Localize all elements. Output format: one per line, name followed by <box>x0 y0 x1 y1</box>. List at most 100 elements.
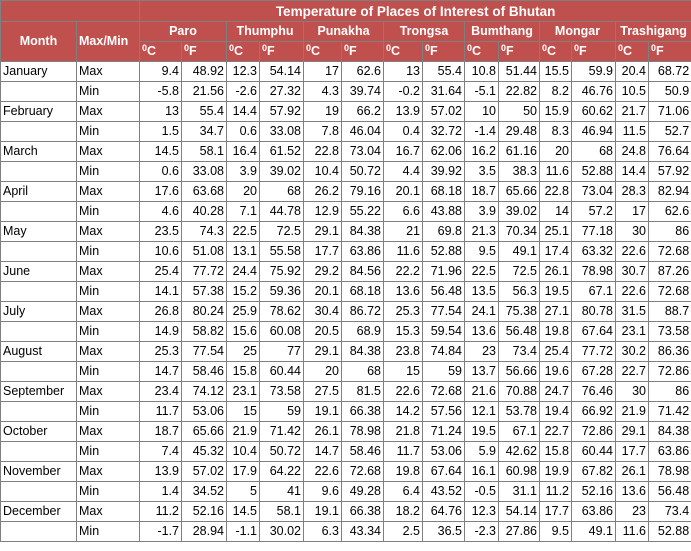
fahrenheit-value-cell: 22.82 <box>498 81 540 102</box>
unit-letter: C <box>623 44 633 58</box>
month-cell <box>0 121 77 142</box>
celsius-value-cell: 23 <box>615 501 649 522</box>
fahrenheit-value-cell: 21.56 <box>181 81 227 102</box>
unit-letter: F <box>349 44 357 58</box>
table-row: Min 14.9 58.82 15.6 60.08 20.5 68.9 15.3 59.54 13… <box>0 321 691 342</box>
fahrenheit-value-cell: 86 <box>647 221 691 242</box>
unit-letter: F <box>189 44 197 58</box>
maxmin-cell: Max <box>76 461 140 482</box>
degree-mark: 0 <box>142 43 148 53</box>
celsius-value-cell: 4.6 <box>139 201 182 222</box>
celsius-value-cell: -5.8 <box>139 81 182 102</box>
celsius-value-cell: 12.3 <box>226 61 260 82</box>
celsius-value-cell: 30.7 <box>615 261 649 282</box>
unit-letter: C <box>547 44 557 58</box>
celsius-value-cell: 24.1 <box>464 301 499 322</box>
fahrenheit-value-cell: 45.32 <box>181 441 227 462</box>
celsius-value-cell: 22.7 <box>539 421 572 442</box>
fahrenheit-value-cell: 72.5 <box>498 261 540 282</box>
celsius-value-cell: 3.9 <box>464 201 499 222</box>
fahrenheit-value-cell: 70.88 <box>498 381 540 402</box>
celsius-value-cell: 15 <box>383 361 423 382</box>
celsius-value-cell: 22.2 <box>383 261 423 282</box>
celsius-value-cell: 9.4 <box>139 61 182 82</box>
celsius-value-cell: 23.8 <box>383 341 423 362</box>
fahrenheit-value-cell: 73.58 <box>647 321 691 342</box>
celsius-value-cell: 18.7 <box>464 181 499 202</box>
maxmin-cell: Min <box>76 121 140 142</box>
fahrenheit-value-cell: 80.78 <box>571 301 616 322</box>
celsius-value-cell: 16.4 <box>226 141 260 162</box>
celsius-value-cell: 16.1 <box>464 461 499 482</box>
celsius-value-cell: 21.9 <box>226 421 260 442</box>
celsius-value-cell: 26.1 <box>615 461 649 482</box>
table-row: Min 4.6 40.28 7.1 44.78 12.9 55.22 6.6 43.88 3.9 3… <box>0 201 691 222</box>
maxmin-cell: Min <box>76 321 140 342</box>
fahrenheit-value-cell: 88.7 <box>647 301 691 322</box>
celsius-value-cell: 13.6 <box>383 281 423 302</box>
celsius-value-cell: 10.8 <box>464 61 499 82</box>
degree-mark: 0 <box>229 43 235 53</box>
celsius-value-cell: -2.3 <box>464 521 499 542</box>
celsius-value-cell: 17.7 <box>539 501 572 522</box>
celsius-value-cell: 22.6 <box>303 461 342 482</box>
fahrenheit-unit-header: 0F <box>259 41 304 62</box>
fahrenheit-value-cell: 80.24 <box>181 301 227 322</box>
celsius-value-cell: 14.7 <box>139 361 182 382</box>
celsius-unit-header: 0C <box>383 41 423 62</box>
fahrenheit-value-cell: 72.68 <box>422 381 465 402</box>
fahrenheit-value-cell: 39.92 <box>422 161 465 182</box>
fahrenheit-value-cell: 51.44 <box>498 61 540 82</box>
celsius-value-cell: 5 <box>226 481 260 502</box>
maxmin-cell: Min <box>76 201 140 222</box>
celsius-value-cell: 6.4 <box>383 481 423 502</box>
unit-header-row: 0C 0F 0C 0F 0C 0F 0C 0F 0C 0F 0C 0F 0C 0F <box>1 41 691 62</box>
celsius-value-cell: 17 <box>615 201 649 222</box>
fahrenheit-value-cell: 39.02 <box>498 201 540 222</box>
maxmin-cell: Max <box>76 141 140 162</box>
fahrenheit-value-cell: 49.1 <box>498 241 540 262</box>
fahrenheit-value-cell: 62.6 <box>341 61 384 82</box>
maxmin-cell: Min <box>76 441 140 462</box>
fahrenheit-value-cell: 30.02 <box>259 521 304 542</box>
degree-mark: 0 <box>618 43 624 53</box>
fahrenheit-value-cell: 67.1 <box>498 421 540 442</box>
fahrenheit-unit-header: 0F <box>571 41 616 62</box>
fahrenheit-value-cell: 72.68 <box>341 461 384 482</box>
celsius-value-cell: 28.3 <box>615 181 649 202</box>
maxmin-cell: Max <box>76 421 140 442</box>
fahrenheit-value-cell: 64.22 <box>259 461 304 482</box>
celsius-value-cell: 19.1 <box>303 501 342 522</box>
celsius-value-cell: 29.1 <box>303 221 342 242</box>
degree-mark: 0 <box>425 43 431 53</box>
fahrenheit-unit-header: 0F <box>181 41 227 62</box>
fahrenheit-value-cell: 46.76 <box>571 81 616 102</box>
title-row: Temperature of Places of Interest of Bhu… <box>0 0 691 22</box>
table-title: Temperature of Places of Interest of Bhu… <box>138 0 691 22</box>
fahrenheit-value-cell: 56.3 <box>498 281 540 302</box>
celsius-value-cell: 7.8 <box>303 121 342 142</box>
celsius-value-cell: 30 <box>615 381 649 402</box>
celsius-value-cell: 15.9 <box>539 101 572 122</box>
celsius-value-cell: 13.7 <box>464 361 499 382</box>
fahrenheit-value-cell: 28.94 <box>181 521 227 542</box>
celsius-value-cell: 15.6 <box>226 321 260 342</box>
fahrenheit-value-cell: 78.98 <box>571 261 616 282</box>
fahrenheit-value-cell: 63.86 <box>571 501 616 522</box>
fahrenheit-value-cell: 84.38 <box>647 421 691 442</box>
fahrenheit-value-cell: 43.52 <box>422 481 465 502</box>
fahrenheit-value-cell: 55.4 <box>181 101 227 122</box>
fahrenheit-value-cell: 50.72 <box>259 441 304 462</box>
fahrenheit-value-cell: 43.34 <box>341 521 384 542</box>
place-header: Punakha <box>303 21 384 42</box>
fahrenheit-value-cell: 63.86 <box>647 441 691 462</box>
celsius-value-cell: 11.2 <box>139 501 182 522</box>
table-row: Min -1.7 28.94 -1.1 30.02 6.3 43.34 2.5 36.5 -2.3… <box>0 521 691 542</box>
fahrenheit-value-cell: 77.18 <box>571 221 616 242</box>
unit-letter: F <box>267 44 275 58</box>
fahrenheit-value-cell: 50 <box>498 101 540 122</box>
table-row: January Max 9.4 48.92 12.3 54.14 17 62.6 13 55.4 1… <box>0 61 691 82</box>
celsius-value-cell: 29.2 <box>303 261 342 282</box>
celsius-value-cell: 7.1 <box>226 201 260 222</box>
fahrenheit-value-cell: 71.96 <box>422 261 465 282</box>
